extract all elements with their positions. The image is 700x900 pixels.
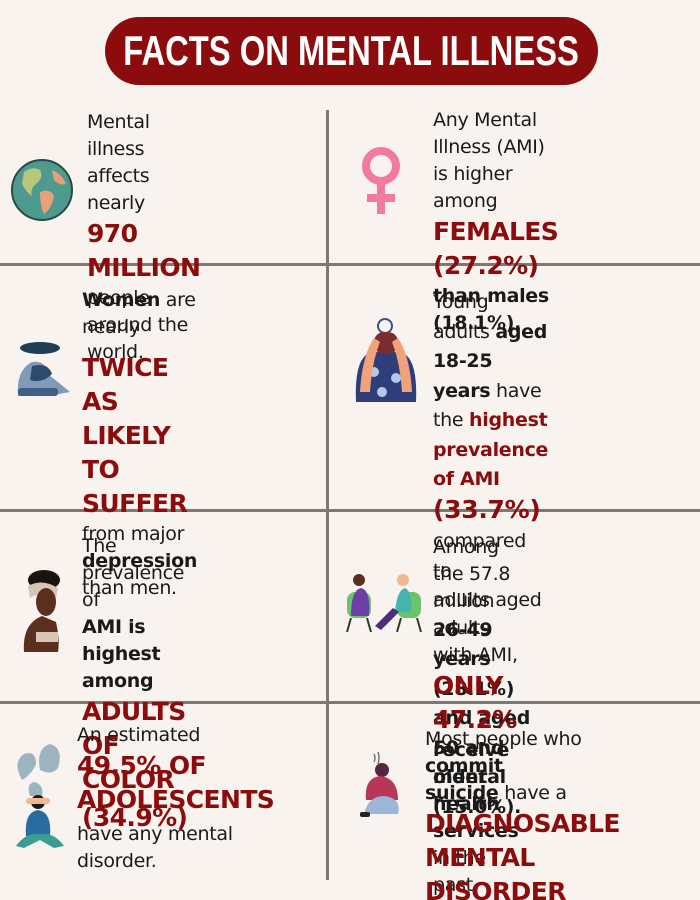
fact-text: Among the 57.8 million adults with AMI, … — [433, 534, 519, 900]
highlight-stat: ADULTS OF COLOR — [82, 697, 186, 794]
text: compared to — [433, 530, 527, 582]
fact-text: Any Mental Illness (AMI) is higher among… — [433, 107, 559, 337]
highlight-stat: ONLY 47.2% — [433, 671, 517, 734]
text-line: (33.7%) compared to — [433, 495, 548, 587]
text-line: than males (18.1%). — [433, 285, 549, 334]
bold-text: aged 18-25 — [433, 320, 548, 373]
bold-text: depression — [82, 550, 198, 572]
bold-text: suicide — [425, 782, 499, 804]
text-line: receive mental health — [433, 739, 510, 815]
text-line: services in the past year. — [433, 818, 519, 900]
highlight-stat: FEMALES (27.2%) — [433, 217, 559, 280]
text: are nearly — [82, 289, 196, 338]
text: (28.1%) and aged — [433, 677, 531, 730]
fact-text: Mental illness affects nearly 970 MILLIO… — [87, 109, 201, 366]
horizontal-divider — [0, 263, 700, 266]
sad-person-sitting-icon — [360, 752, 399, 817]
text-line: Women are nearly — [82, 287, 197, 341]
text-line: world. — [87, 341, 144, 363]
highlight-stat: TWICE AS LIKELY — [82, 353, 171, 450]
highlight-stat: ADOLESCENTS — [77, 785, 275, 814]
text-line: among — [82, 670, 154, 692]
woman-of-color-icon — [23, 570, 60, 652]
highlight-stat: (34.9%) — [82, 803, 188, 832]
text-line: Mental illness — [87, 111, 150, 160]
text-line: The prevalence of — [82, 535, 185, 611]
text-line: than men. — [82, 577, 177, 599]
text-line: adults with AMI, — [433, 617, 518, 666]
text: from major — [82, 523, 185, 545]
text-line: adults aged 26-49 years — [433, 586, 548, 675]
sad-woman-sitting-icon — [17, 342, 70, 396]
anxious-adolescent-icon — [16, 744, 64, 848]
text-line: is higher among — [433, 163, 513, 212]
text: have the — [433, 379, 542, 432]
fact-text: An estimated 49.5% OF ADOLESCENTS have a… — [77, 722, 275, 875]
text-line: disorder. — [77, 850, 157, 872]
text-line: have any mental — [77, 823, 233, 845]
text: in the past year. — [433, 847, 486, 896]
bold-text: Women — [82, 289, 161, 311]
text: Most people who — [425, 728, 582, 750]
highlight-stat: 970 MILLION — [87, 219, 201, 282]
text-line: (28.1%) and aged 50 and — [433, 675, 548, 764]
text-line: years have the highest — [433, 377, 548, 436]
text-line: suicide have a — [425, 780, 620, 807]
text-line: An estimated — [77, 724, 201, 746]
text-line: people around the — [87, 287, 189, 336]
title-banner: FACTS ON MENTAL ILLNESS — [105, 17, 598, 85]
text: Young adults — [433, 291, 496, 343]
fact-text: The prevalence of AMI is highest among A… — [82, 533, 188, 835]
text-line: affects nearly — [87, 165, 150, 214]
female-symbol-icon — [362, 147, 400, 214]
therapy-session-icon — [346, 574, 422, 633]
text-line: Among the 57.8 million — [433, 536, 511, 612]
fact-text: Women are nearly TWICE AS LIKELY TO SUFF… — [82, 287, 197, 602]
text: have a — [498, 782, 567, 804]
text: adults aged — [433, 589, 542, 611]
text-line: AMI is highest — [82, 616, 161, 665]
bold-text: commit — [425, 755, 503, 777]
horizontal-divider — [0, 701, 700, 704]
page-title: FACTS ON MENTAL ILLNESS — [123, 27, 580, 74]
bold-text: services — [433, 820, 519, 842]
vertical-divider — [326, 110, 329, 880]
bold-text: 50 and — [433, 736, 505, 759]
highlight-stat: DIAGNOSABLE — [425, 809, 621, 838]
text-line: Any Mental Illness (AMI) — [433, 109, 545, 158]
text-line: Young adults aged 18-25 — [433, 288, 548, 377]
text-line: older (15.0%). — [433, 766, 522, 818]
highlight-text: prevalence of AMI — [433, 438, 549, 491]
bold-text: years — [433, 379, 491, 402]
fact-text: Young adults aged 18-25 years have the h… — [433, 288, 548, 822]
highlight-stat: 49.5% OF — [77, 751, 207, 780]
text-line: from major depression — [82, 521, 197, 575]
horizontal-divider — [0, 509, 700, 512]
fact-text: Most people who commit suicide have a DI… — [425, 726, 621, 900]
text-line: Most people who commit — [425, 726, 620, 780]
globe-icon — [11, 159, 73, 221]
highlight-text: highest — [469, 409, 548, 431]
highlight-stat: MENTAL DISORDER — [425, 843, 566, 900]
highlight-stat: (33.7%) — [433, 494, 541, 524]
stressed-young-adult-icon — [355, 318, 417, 402]
highlight-stat: TO SUFFER — [82, 455, 188, 518]
bold-text: 26-49 years — [433, 618, 493, 671]
